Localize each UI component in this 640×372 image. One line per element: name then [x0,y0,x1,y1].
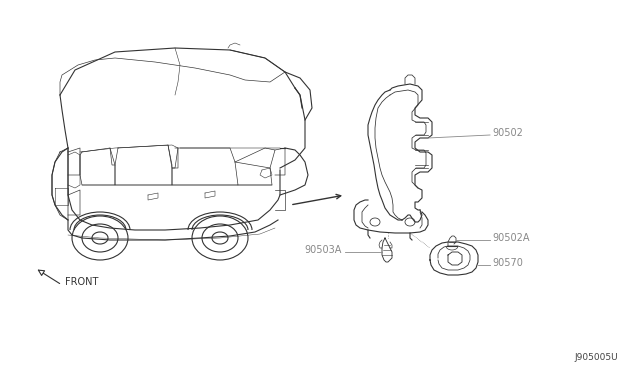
Text: 90502A: 90502A [492,233,529,243]
Text: 90502: 90502 [492,128,523,138]
Text: 90570: 90570 [492,258,523,268]
Text: FRONT: FRONT [65,277,99,287]
Text: 90503A: 90503A [305,245,342,255]
Text: J905005U: J905005U [574,353,618,362]
